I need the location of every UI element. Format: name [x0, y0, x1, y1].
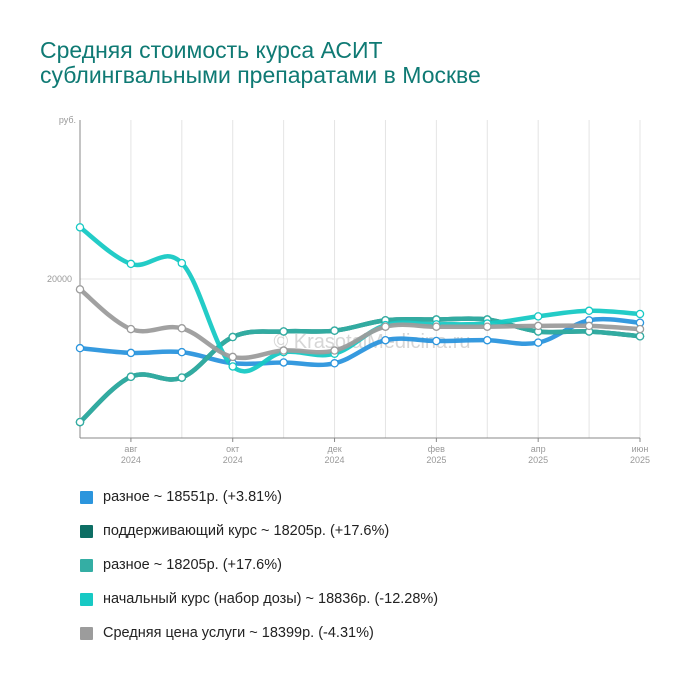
data-point — [75, 223, 85, 232]
legend-swatch — [80, 558, 93, 572]
x-tick-year-label: 2024 — [325, 455, 345, 465]
x-tick-label: дек — [327, 444, 341, 454]
legend-item[interactable]: поддерживающий курс ~ 18205р. (+17.6%) — [80, 522, 438, 540]
x-tick-year-label: 2025 — [630, 455, 650, 465]
data-point — [533, 312, 543, 321]
data-point — [177, 373, 187, 382]
legend-swatch — [80, 592, 93, 606]
legend-swatch — [80, 626, 93, 640]
data-point — [177, 347, 187, 357]
data-point — [635, 324, 645, 334]
data-point — [533, 338, 543, 347]
x-tick-label: окт — [226, 444, 239, 454]
data-point — [381, 322, 390, 331]
data-point — [126, 372, 136, 382]
series-line — [77, 316, 643, 368]
data-point — [330, 359, 339, 368]
data-point — [228, 332, 237, 342]
data-point — [177, 324, 187, 333]
legend-item[interactable]: разное ~ 18205р. (+17.6%) — [80, 556, 438, 574]
x-tick-label: апр — [531, 444, 546, 454]
x-tick-year-label: 2024 — [121, 455, 141, 465]
legend-label: поддерживающий курс ~ 18205р. (+17.6%) — [103, 523, 390, 539]
data-point — [483, 322, 492, 331]
data-point — [584, 321, 594, 331]
chart-title-line-2: сублингвальными препаратами в Москве — [40, 62, 481, 88]
legend-label: Средняя цена услуги ~ 18399р. (-4.31%) — [103, 625, 374, 641]
data-point — [126, 324, 136, 334]
watermark: © KrasotaiMedicina.ru — [273, 331, 470, 353]
data-point — [330, 346, 339, 355]
data-point — [330, 326, 339, 335]
data-point — [75, 343, 85, 353]
data-point — [126, 259, 136, 269]
line-chart: руб.20000авг2024окт2024дек2024фев2025апр… — [47, 115, 650, 465]
data-point — [483, 335, 492, 345]
data-point — [432, 322, 441, 331]
x-tick-label: фев — [428, 444, 445, 454]
legend-item[interactable]: начальный курс (набор дозы) ~ 18836р. (-… — [80, 590, 438, 608]
data-point — [279, 346, 288, 355]
x-tick-year-label: 2024 — [223, 455, 243, 465]
chart-legend: разное ~ 18551р. (+3.81%) поддерживающий … — [80, 488, 438, 658]
x-tick-label: июн — [632, 444, 649, 454]
data-point — [533, 321, 543, 331]
chart-title: Средняя стоимость курса АСИТ сублингваль… — [40, 38, 481, 88]
data-point — [635, 331, 645, 341]
data-point — [228, 352, 237, 362]
data-point — [126, 348, 136, 358]
legend-label: начальный курс (набор дозы) ~ 18836р. (-… — [103, 591, 439, 607]
data-point — [584, 306, 594, 316]
y-axis-label: руб. — [59, 115, 76, 125]
legend-swatch — [80, 490, 93, 504]
data-point — [635, 309, 645, 319]
data-point — [75, 285, 85, 294]
x-tick-year-label: 2025 — [426, 455, 446, 465]
legend-label: разное ~ 18551р. (+3.81%) — [103, 489, 282, 505]
x-tick-label: авг — [124, 444, 138, 454]
legend-swatch — [80, 524, 93, 538]
data-point — [381, 335, 390, 345]
y-tick-label: 20000 — [47, 274, 72, 284]
data-point — [432, 336, 441, 346]
data-point — [228, 362, 237, 371]
chart-title-line-1: Средняя стоимость курса АСИТ — [40, 37, 383, 63]
legend-item[interactable]: разное ~ 18551р. (+3.81%) — [80, 488, 438, 506]
data-point — [279, 358, 288, 367]
legend-label: разное ~ 18205р. (+17.6%) — [103, 557, 282, 573]
x-tick-year-label: 2025 — [528, 455, 548, 465]
legend-item[interactable]: Средняя цена услуги ~ 18399р. (-4.31%) — [80, 624, 438, 642]
data-point — [75, 417, 85, 427]
data-point — [177, 258, 187, 268]
data-point — [279, 327, 288, 336]
